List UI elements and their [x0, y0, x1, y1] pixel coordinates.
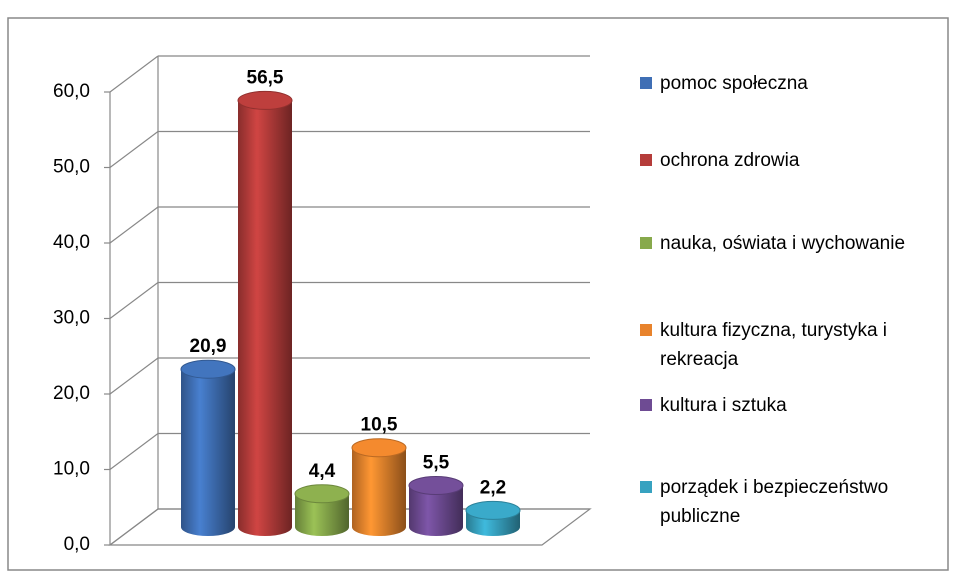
legend-entry: porządek i bezpieczeństwo publiczne — [640, 473, 940, 531]
legend-swatch — [640, 237, 652, 249]
y-tick-label: 10,0 — [53, 459, 90, 480]
grid-diagonal — [109, 206, 159, 244]
legend-entry: pomoc społeczna — [640, 69, 940, 98]
bar-top — [180, 359, 236, 379]
data-label: 20,9 — [190, 336, 227, 357]
grid-diagonal — [109, 433, 159, 470]
legend-label: pomoc społeczna — [660, 73, 808, 94]
data-label: 2,2 — [480, 477, 506, 498]
bar-top — [408, 475, 464, 495]
legend-label: kultura fizyczna, turystyka i rekreacja — [660, 320, 888, 370]
legend-label: ochrona zdrowia — [660, 150, 800, 171]
legend-swatch — [640, 77, 652, 89]
bar — [238, 100, 292, 528]
bar-top — [465, 500, 521, 520]
bar-top — [351, 438, 407, 458]
legend-entry: nauka, oświata i wychowanie — [640, 229, 940, 258]
data-label: 10,5 — [361, 415, 398, 436]
legend-swatch — [640, 324, 652, 336]
legend-label: kultura i sztuka — [660, 395, 787, 416]
legend-swatch — [640, 399, 652, 411]
bar — [352, 447, 406, 527]
chart-border — [7, 17, 949, 571]
bar — [181, 369, 235, 527]
legend-label: nauka, oświata i wychowanie — [660, 233, 906, 254]
y-tick-label: 50,0 — [53, 157, 90, 178]
legend-swatch — [640, 154, 652, 166]
y-tick-label: 40,0 — [53, 232, 90, 253]
bar-top — [294, 484, 350, 504]
legend-entry: kultura fizyczna, turystyka i rekreacja — [640, 316, 940, 374]
data-label: 4,4 — [309, 461, 336, 482]
y-tick-label: 0,0 — [64, 534, 90, 555]
y-tick-label: 30,0 — [53, 308, 90, 329]
legend-entry: kultura i sztuka — [640, 391, 940, 420]
bar-top — [237, 90, 293, 110]
grid-diagonal — [109, 282, 159, 319]
grid-diagonal — [109, 508, 159, 546]
legend-swatch — [640, 481, 652, 493]
y-tick-label: 20,0 — [53, 383, 90, 404]
grid-diagonal — [109, 131, 159, 168]
grid-diagonal — [109, 55, 159, 93]
legend-entry: ochrona zdrowia — [640, 146, 940, 175]
y-tick-label: 60,0 — [53, 81, 90, 102]
data-label: 56,5 — [247, 67, 284, 88]
data-label: 5,5 — [423, 452, 450, 473]
grid-diagonal — [109, 357, 159, 395]
legend-label: porządek i bezpieczeństwo publiczne — [660, 477, 889, 527]
